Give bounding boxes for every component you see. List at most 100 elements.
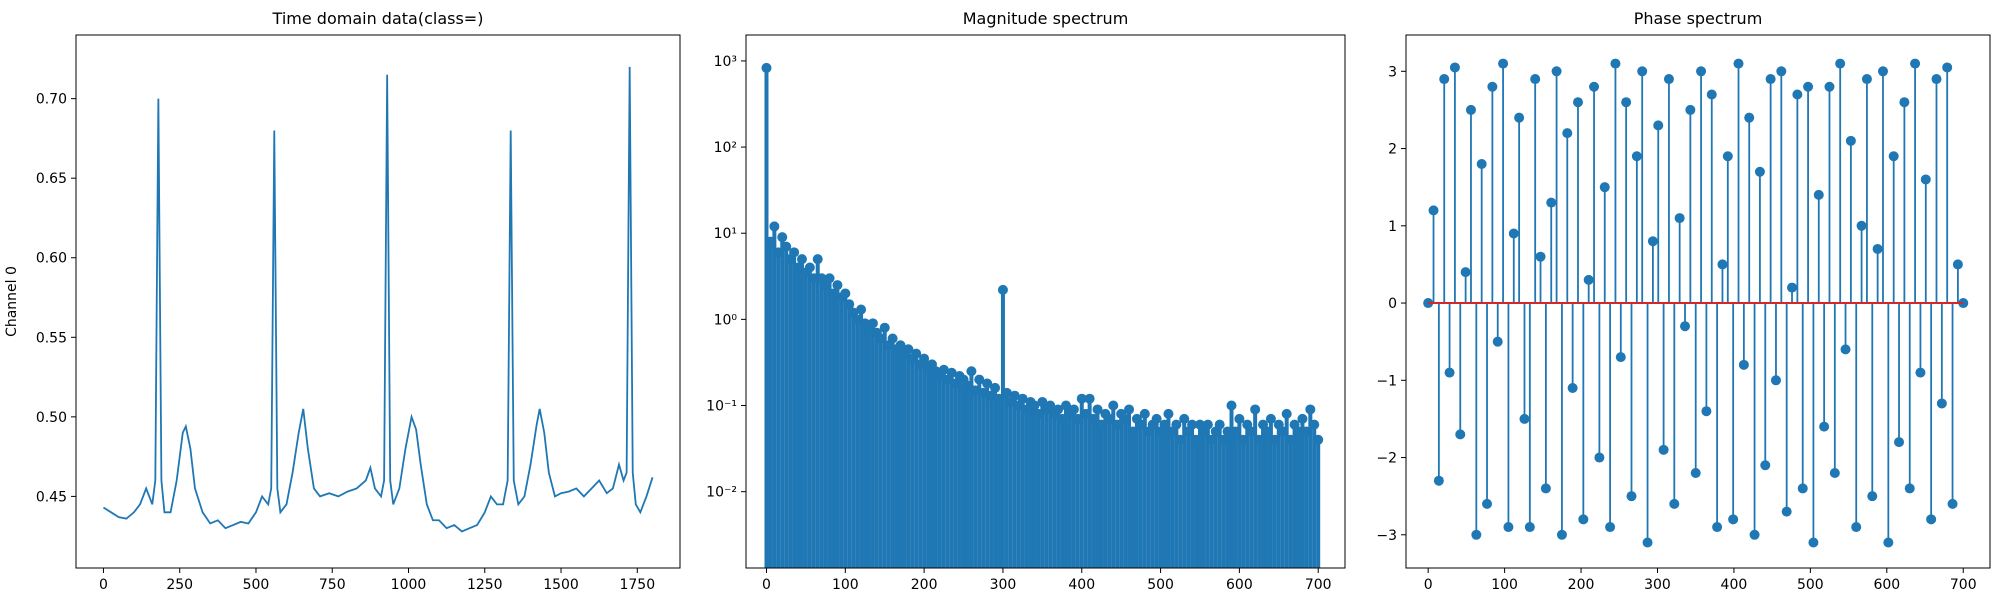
stem-marker [1642, 537, 1653, 548]
stem-marker [1444, 367, 1455, 378]
stem-marker [1883, 537, 1894, 548]
x-tick-label: 700 [1305, 577, 1332, 593]
stem-marker [1540, 483, 1551, 494]
stem-marker [1250, 404, 1261, 415]
stem-marker [1096, 419, 1107, 430]
stem-marker [1610, 58, 1621, 69]
subplot: 0 250 500 750 1000 1250 1500 1750 0.45 0.50 0.55 0.… [4, 9, 681, 593]
stem-marker [1218, 434, 1229, 445]
stem-marker [1305, 404, 1316, 415]
y-tick-label: 10¹ [714, 226, 737, 242]
stem-marker [777, 232, 788, 243]
stem-marker [1792, 89, 1803, 100]
stem-marker [1861, 74, 1872, 85]
x-tick-label: 0 [762, 577, 771, 593]
stem-marker [1594, 452, 1605, 463]
stem-marker [887, 333, 898, 344]
stem-marker [856, 304, 867, 315]
stem-marker [974, 374, 985, 385]
stem-marker [911, 348, 922, 359]
plot-area [1423, 58, 1969, 548]
stem-marker [789, 247, 800, 258]
stem-marker [1556, 529, 1567, 540]
stem-marker [1808, 537, 1819, 548]
stem-marker [852, 314, 863, 325]
stem-marker [1915, 367, 1926, 378]
stem-marker [1840, 344, 1851, 355]
stem-marker [1589, 81, 1600, 92]
x-tick-label: 300 [990, 577, 1017, 593]
stem-marker [1234, 413, 1245, 424]
stem-marker [1803, 81, 1814, 92]
stem-marker [1910, 58, 1921, 69]
stem-marker [1658, 444, 1669, 455]
y-tick-label: 3 [1388, 64, 1397, 80]
stem-marker [1942, 62, 1953, 73]
stem-marker [1877, 66, 1888, 77]
stem-marker [773, 247, 784, 258]
x-tick-label: 250 [166, 577, 193, 593]
stem-marker [1001, 387, 1012, 398]
stem-marker [840, 288, 851, 299]
stem-marker [1214, 419, 1225, 430]
stem-marker [1017, 393, 1028, 404]
plot-area [761, 62, 1324, 568]
stem-marker [1037, 396, 1048, 407]
chart-title: Magnitude spectrum [963, 9, 1129, 28]
x-tick-label: 400 [1068, 577, 1095, 593]
subplot: 0 100 200 300 400 500 600 700 10⁻² 10⁻¹ 10⁰ 10¹ 10² 1… [706, 9, 1346, 593]
x-tick-label: 200 [1568, 577, 1595, 593]
stem-marker [990, 382, 1001, 393]
stem-marker [879, 322, 890, 333]
stem-marker [1449, 62, 1460, 73]
y-tick-label: 1 [1388, 219, 1397, 235]
chart-title: Time domain data(class=) [272, 9, 484, 28]
stem-marker [895, 340, 906, 351]
stem-marker [1567, 383, 1578, 394]
stem-marker [1092, 404, 1103, 415]
y-tick-label: 0.60 [36, 251, 67, 267]
stem-marker [1226, 400, 1237, 411]
stem-marker [978, 387, 989, 398]
stem-marker [1191, 434, 1202, 445]
y-tick-label: 10³ [714, 54, 737, 70]
stem-marker [875, 333, 886, 344]
stem-marker [938, 364, 949, 375]
stem-marker [950, 378, 961, 389]
stem-marker [1254, 434, 1265, 445]
stem-marker [1151, 413, 1162, 424]
x-tick-label: 100 [1491, 577, 1518, 593]
y-tick-label: 2 [1388, 142, 1397, 158]
y-axis-label: Channel 0 [4, 266, 20, 337]
stem-marker [1626, 491, 1637, 502]
y-tick-label: 10⁻² [706, 485, 737, 501]
x-tick-label: 500 [243, 577, 270, 593]
stem-marker [1899, 97, 1910, 108]
stem-marker [1053, 404, 1064, 415]
stem-marker [1888, 151, 1899, 162]
stem-marker [1926, 514, 1937, 525]
stem-marker [1535, 251, 1546, 262]
y-tick-label: 10⁻¹ [706, 399, 737, 415]
stem-marker [1819, 421, 1830, 432]
stem-marker [1856, 220, 1867, 231]
stem-marker [1460, 267, 1471, 278]
stem-marker [1487, 81, 1498, 92]
stem-marker [1524, 522, 1535, 533]
stem-marker [1127, 426, 1138, 437]
axes-frame [1405, 34, 1991, 569]
stem-marker [997, 284, 1008, 295]
axes-frame [75, 34, 681, 569]
stem-marker [1029, 400, 1040, 411]
stem-marker [1824, 81, 1835, 92]
stem-marker [1904, 483, 1915, 494]
stem-marker [1744, 112, 1755, 123]
stem-marker [1139, 408, 1150, 419]
x-tick-label: 400 [1721, 577, 1748, 593]
stem-marker [1615, 352, 1626, 363]
stem-marker [1428, 205, 1439, 216]
stem-marker [1076, 393, 1087, 404]
stem-marker [808, 273, 819, 284]
stem-marker [1088, 413, 1099, 424]
